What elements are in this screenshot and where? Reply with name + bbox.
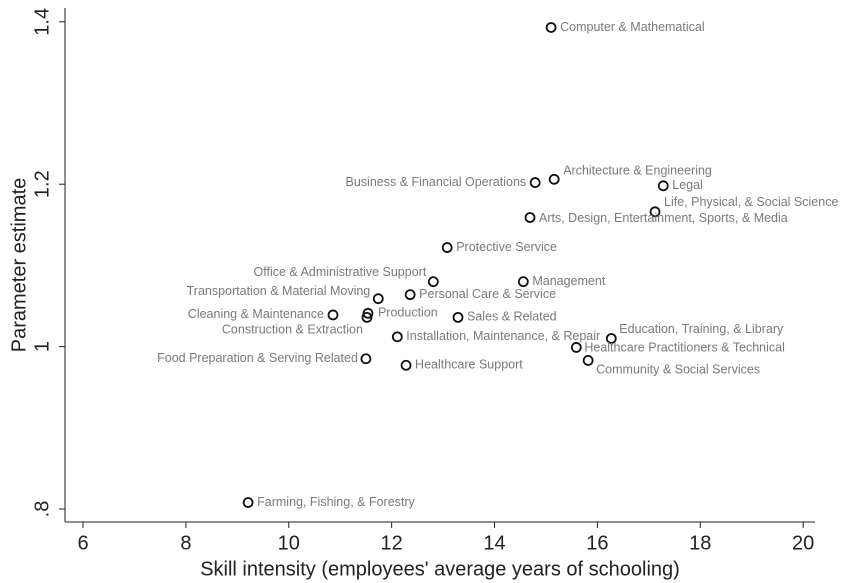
point-label: Food Preparation & Serving Related — [157, 351, 358, 365]
point-label: Management — [532, 274, 605, 288]
point-label: Arts, Design, Entertainment, Sports, & M… — [539, 211, 788, 225]
point — [361, 311, 373, 323]
point-label: Office & Administrative Support — [254, 265, 427, 279]
point — [524, 212, 536, 223]
y-tick-label: .8 — [31, 501, 53, 518]
point-label: Community & Social Services — [596, 363, 760, 377]
x-tick-label: 12 — [381, 532, 403, 554]
point — [517, 276, 529, 288]
point-label: Business & Financial Operations — [346, 175, 527, 189]
point-label: Personal Care & Service — [419, 287, 556, 301]
y-tick-label: 1 — [31, 341, 53, 352]
point-label: Protective Service — [456, 240, 557, 254]
point — [545, 22, 557, 33]
point-label: Legal — [672, 178, 703, 192]
point — [427, 276, 439, 288]
point — [360, 353, 372, 365]
point-label: Sales & Related — [467, 310, 557, 324]
point-label: Computer & Mathematical — [560, 20, 705, 34]
point — [372, 293, 384, 305]
point — [400, 359, 412, 371]
point — [404, 289, 416, 301]
x-tick-label: 18 — [689, 532, 711, 554]
point — [529, 177, 541, 188]
point — [649, 206, 661, 218]
point — [582, 355, 594, 366]
point-label: Installation, Maintenance, & Repair — [406, 329, 600, 343]
x-tick-label: 14 — [483, 532, 505, 554]
point — [605, 333, 617, 344]
point-label: Farming, Fishing, & Forestry — [257, 495, 415, 509]
point — [548, 173, 560, 185]
point — [441, 242, 453, 253]
y-axis-title: Parameter estimate — [8, 178, 30, 353]
point-label: Construction & Extraction — [222, 323, 363, 337]
point-label: Cleaning & Maintenance — [188, 307, 324, 321]
point — [242, 497, 254, 508]
y-tick-label: 1.2 — [31, 170, 53, 198]
point-label: Life, Physical, & Social Science — [664, 195, 838, 209]
point-label: Production — [378, 306, 438, 320]
x-tick-label: 20 — [792, 532, 814, 554]
point-label: Healthcare Practitioners & Technical — [584, 341, 785, 355]
point-label: Architecture & Engineering — [563, 164, 712, 178]
point — [570, 342, 582, 353]
x-tick-label: 10 — [278, 532, 300, 554]
point — [452, 311, 464, 323]
x-tick-label: 6 — [77, 532, 88, 554]
point-label: Education, Training, & Library — [619, 322, 784, 336]
x-axis-title: Skill intensity (employees' average year… — [200, 558, 680, 580]
x-tick-label: 16 — [586, 532, 608, 554]
x-tick-label: 8 — [180, 532, 191, 554]
point — [327, 309, 339, 321]
y-tick-label: 1.4 — [31, 8, 53, 36]
point-label: Healthcare Support — [415, 358, 523, 372]
point-label: Transportation & Material Moving — [187, 284, 371, 298]
point — [657, 180, 669, 192]
point — [391, 331, 403, 343]
